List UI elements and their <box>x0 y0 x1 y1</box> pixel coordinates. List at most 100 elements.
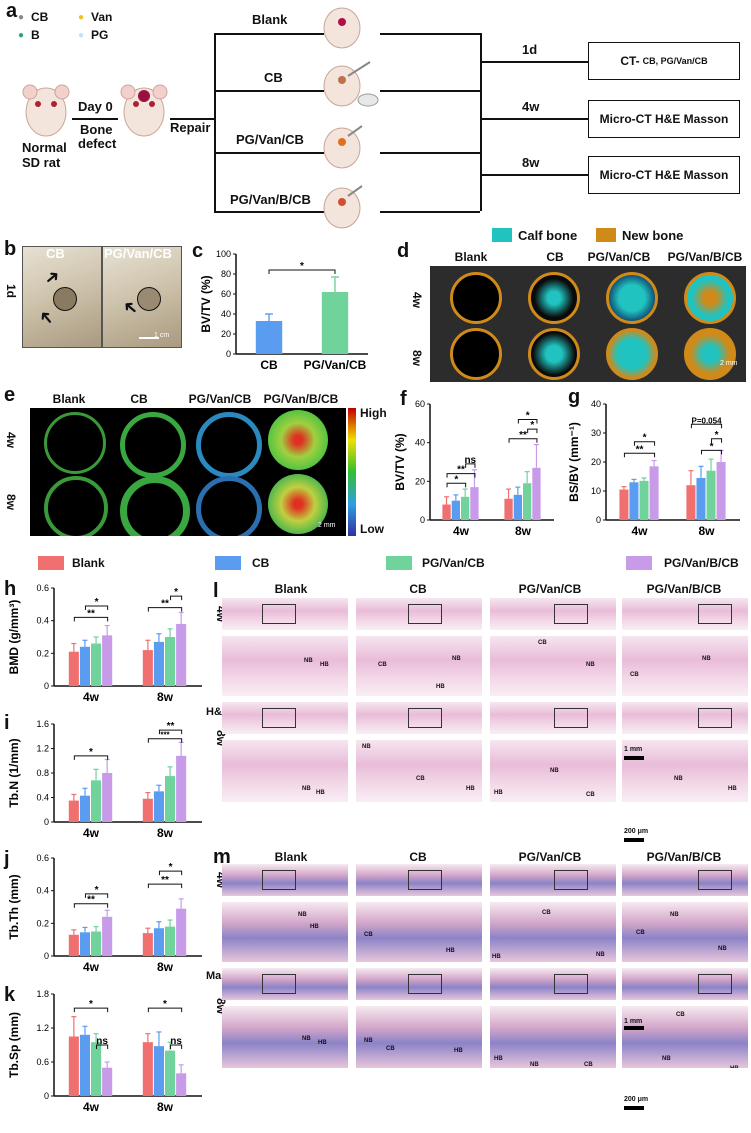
zoom-region-box <box>698 604 732 624</box>
histology-zoom: CB NB HB <box>356 636 482 696</box>
zoom-region-box <box>698 974 732 994</box>
rat-blank-icon <box>320 2 364 50</box>
y-tick-label: 1.8 <box>36 989 49 999</box>
histology-zoom: NB CB NB <box>622 902 748 962</box>
tissue-tag: CB <box>416 776 425 782</box>
pg-icon: ● <box>78 30 85 41</box>
histology-zoom: CB NB <box>490 636 616 696</box>
bar <box>102 916 113 956</box>
d-col-cb: CB <box>546 250 564 264</box>
bar <box>513 494 522 520</box>
tissue-tag: CB <box>584 1062 593 1068</box>
legend-label-cb: CB <box>252 556 270 570</box>
histology-overview <box>622 968 748 1000</box>
bar <box>629 482 639 520</box>
sig-label: * <box>95 885 99 896</box>
calf-bone-label: Calf bone <box>518 228 578 243</box>
heatmap-grid <box>30 408 346 536</box>
m-scalebar-1mm <box>624 1026 644 1030</box>
sig-label: ** <box>636 444 644 455</box>
y-tick-label: 20 <box>221 329 231 339</box>
panel-label-b: b <box>4 238 17 260</box>
y-tick-label: 0.4 <box>36 793 49 803</box>
bar <box>165 637 176 686</box>
tissue-tag: HB <box>494 790 503 796</box>
histology-overview <box>490 864 616 896</box>
bar <box>165 776 176 822</box>
tissue-tag: HB <box>436 684 445 690</box>
defect-label: defect <box>78 136 117 151</box>
zoom-region-box <box>554 974 588 994</box>
tissue-tag: CB <box>538 640 547 646</box>
photo-label-pgvancb: PG/Van/CB <box>104 246 172 261</box>
y-tick-label: 40 <box>221 309 231 319</box>
histology-zoom: NB HB <box>222 636 348 696</box>
bar <box>153 641 164 686</box>
sig-label: ** <box>87 895 95 906</box>
bar <box>91 643 102 686</box>
sig-bracket <box>170 595 183 601</box>
calf-bone-swatch <box>492 228 512 242</box>
bar <box>153 1046 164 1096</box>
bar <box>68 934 79 956</box>
histology-overview <box>490 702 616 734</box>
bar <box>91 1042 102 1096</box>
histology-zoom: NB CB <box>622 636 748 696</box>
bar <box>649 466 659 520</box>
sig-label: ns <box>464 455 476 466</box>
histology-overview <box>490 968 616 1000</box>
sig-bracket <box>73 1007 109 1013</box>
sig-label: * <box>526 410 530 421</box>
x-tick-label: 4w <box>83 690 100 704</box>
group-cb: CB <box>264 70 283 85</box>
join-blank <box>380 33 480 35</box>
ct-photo-pgvancb: ➜ <box>102 246 182 348</box>
join-pgvanbcb <box>380 211 480 213</box>
rat-pgvanbcb-icon <box>320 182 370 232</box>
y-axis-label: Tb.N (1/mm) <box>7 738 21 807</box>
y-axis-label: BMD (g/mm³) <box>7 600 21 675</box>
sig-label: ** <box>457 465 465 476</box>
time-1d-line <box>480 61 588 63</box>
x-tick-label: CB <box>260 358 278 372</box>
sig-bracket <box>633 441 656 446</box>
zoom-region-box <box>262 870 296 890</box>
sig-label: ** <box>167 721 175 732</box>
y-tick-label: 0 <box>44 1091 49 1101</box>
zoom-region-box <box>408 708 442 728</box>
y-tick-label: 60 <box>221 289 231 299</box>
m-col-pgvanbcb: PG/Van/B/CB <box>646 850 722 864</box>
y-axis-label: BV/TV (%) <box>199 275 213 332</box>
branch-pgvanbcb <box>214 211 324 213</box>
panel-label-g: g <box>568 386 581 408</box>
sig-label: ns <box>170 1036 182 1047</box>
tissue-tag: HB <box>316 790 325 796</box>
y-axis-label: Tb.Sp (mm) <box>7 1012 21 1078</box>
sig-bracket <box>700 449 723 455</box>
bar <box>176 908 187 956</box>
panel-label-a: a <box>6 0 18 22</box>
bar <box>153 928 164 956</box>
histology-zoom: HB NB CB <box>490 1006 616 1068</box>
sig-label: * <box>89 747 93 758</box>
time-1d: 1d <box>522 42 538 57</box>
d-col-blank: Blank <box>454 250 488 264</box>
legend-label-pgvancb: PG/Van/CB <box>422 556 485 570</box>
y-tick-label: 0 <box>596 515 601 525</box>
tissue-tag: CB <box>364 932 373 938</box>
tissue-tag: HB <box>728 786 737 792</box>
zoom-region-box <box>262 708 296 728</box>
histology-zoom: NB HB <box>222 740 348 802</box>
bar <box>142 1042 153 1096</box>
bar <box>79 1034 90 1096</box>
tissue-tag: CB <box>636 930 645 936</box>
histology-overview <box>222 864 348 896</box>
bar <box>504 498 513 520</box>
l-col-blank: Blank <box>274 582 308 596</box>
sig-bracket <box>73 616 109 622</box>
zoom-region-box <box>408 604 442 624</box>
group-pgvancb: PG/Van/CB <box>236 132 304 147</box>
histology-zoom: NB CB HB <box>356 1006 482 1068</box>
tissue-tag: NB <box>662 1056 671 1062</box>
